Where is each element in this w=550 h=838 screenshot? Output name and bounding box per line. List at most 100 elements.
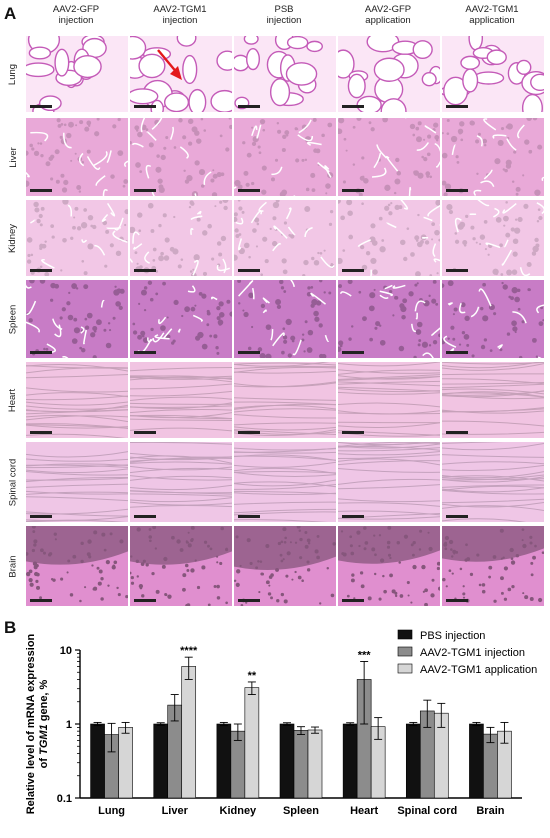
scale-bar (30, 431, 52, 434)
scale-bar (238, 269, 260, 272)
legend-label: AAV2-TGM1 application (420, 664, 537, 676)
histology-image (26, 200, 128, 276)
histology-image (442, 36, 544, 112)
scale-bar (238, 515, 260, 518)
legend-swatch (397, 629, 413, 640)
scale-bar (342, 189, 364, 192)
tissue-texture (234, 447, 336, 522)
tissue-texture (130, 36, 232, 112)
scale-bar (446, 431, 468, 434)
tissue-texture (26, 200, 128, 276)
tissue-texture (442, 442, 544, 522)
tissue-texture (442, 526, 544, 603)
column-header: AAV2-GFP application (364, 4, 412, 26)
scale-bar (238, 431, 260, 434)
histology-image (234, 442, 336, 522)
histology-image (26, 526, 128, 606)
panel-b-letter: B (4, 618, 17, 637)
x-tick-label: Heart (350, 805, 378, 817)
scale-bar (238, 189, 260, 192)
histology-image (234, 362, 336, 438)
tissue-texture (26, 364, 128, 438)
column-header: AAV2-TGM1 application (465, 4, 519, 26)
histology-image (338, 118, 440, 196)
tissue-texture (130, 442, 232, 508)
scale-bar (446, 269, 468, 272)
row-label-text: Kidney (7, 223, 19, 253)
x-tick-label: Liver (162, 805, 189, 817)
tissue-texture (130, 118, 232, 196)
tissue-texture (442, 118, 544, 196)
row-label-text: Liver (7, 146, 19, 168)
row-label: Spleen (2, 280, 24, 358)
histology-image (130, 280, 232, 358)
tissue-texture (234, 200, 335, 276)
scale-bar (238, 599, 260, 602)
scale-bar (30, 515, 52, 518)
scale-bar (342, 351, 364, 354)
tissue-texture (234, 118, 334, 196)
scale-bar (446, 515, 468, 518)
y-tick-label: 0.1 (57, 793, 72, 805)
legend-label: PBS injection (420, 630, 485, 642)
histology-image (338, 200, 440, 276)
tissue-texture (26, 280, 125, 358)
column-header: AAV2-TGM1 injection (153, 4, 207, 26)
histology-image (26, 362, 128, 438)
row-label-text: Brain (7, 554, 19, 578)
scale-bar (30, 269, 52, 272)
x-tick-label: Spleen (283, 805, 319, 817)
histology-image (234, 118, 336, 196)
tissue-texture (130, 367, 232, 432)
bar (307, 729, 323, 799)
histology-image (130, 36, 232, 112)
legend-swatch (397, 646, 413, 657)
scale-bar (134, 269, 156, 272)
column-header: AAV2-GFP injection (52, 4, 100, 26)
scale-bar (30, 189, 52, 192)
row-label-text: Spinal cord (7, 458, 19, 506)
scale-bar (446, 599, 468, 602)
row-label: Liver (2, 118, 24, 196)
histology-image (442, 118, 544, 196)
x-tick-label: Lung (98, 805, 125, 817)
legend-label: AAV2-TGM1 injection (420, 647, 525, 659)
scale-bar (134, 599, 156, 602)
tissue-texture (234, 36, 323, 110)
bar (483, 733, 498, 799)
bar (216, 723, 232, 799)
scale-bar (134, 351, 156, 354)
x-tick-label: Brain (476, 805, 504, 817)
histology-image (442, 280, 544, 358)
bar (153, 723, 169, 799)
bar (118, 727, 133, 799)
y-tick-label: 10 (60, 645, 72, 657)
row-label-text: Heart (7, 388, 19, 412)
row-label-text: Lung (7, 63, 19, 85)
histology-image (338, 526, 440, 606)
tissue-texture (442, 362, 544, 435)
scale-bar (134, 189, 156, 192)
scale-bar (342, 269, 364, 272)
tissue-texture (237, 280, 332, 358)
histology-image (234, 280, 336, 358)
row-label: Heart (2, 362, 24, 438)
scale-bar (446, 105, 468, 108)
bar (405, 723, 421, 799)
bar (244, 687, 260, 799)
bar (342, 723, 358, 799)
row-label: Kidney (2, 200, 24, 276)
tissue-texture (26, 118, 128, 196)
tissue-texture (442, 36, 544, 112)
row-label: Lung (2, 36, 24, 112)
scale-bar (134, 105, 156, 108)
histology-image (234, 36, 336, 112)
row-label: Brain (2, 526, 24, 606)
scale-bar (238, 351, 260, 354)
tissue-texture (338, 280, 440, 358)
histology-image (130, 200, 232, 276)
histology-image (442, 526, 544, 606)
bar (293, 730, 309, 799)
scale-bar (446, 189, 468, 192)
histology-image (26, 442, 128, 522)
